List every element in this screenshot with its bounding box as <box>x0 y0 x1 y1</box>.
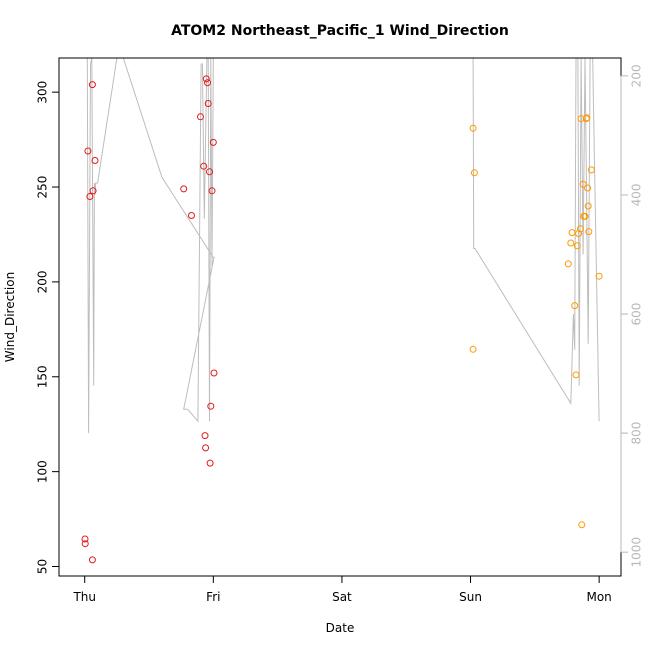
data-point-orange-15 <box>581 212 589 220</box>
data-point-red-14 <box>202 75 210 83</box>
data-point-orange-10 <box>577 225 584 233</box>
data-point-red-20 <box>208 187 216 195</box>
data-point-red-4 <box>88 556 96 564</box>
data-point-red-21 <box>209 138 217 146</box>
data-point-orange-8 <box>573 242 581 250</box>
data-point-orange-3 <box>564 260 572 268</box>
data-point-orange-18 <box>584 184 592 192</box>
data-point-orange-22 <box>595 272 603 280</box>
right-axis: 200 400 600 800 1000 <box>620 64 644 568</box>
data-point-red-0 <box>81 535 89 543</box>
x-tick-label-4: Mon <box>586 590 611 604</box>
data-point-orange-4 <box>567 239 575 247</box>
data-point-red-19 <box>207 402 215 410</box>
y-axis-label: Wind_Direction <box>3 272 17 362</box>
data-point-red-5 <box>88 81 96 89</box>
x-axis-label: Date <box>326 621 355 635</box>
x-axis: Thu Fri Sat Sun Mon <box>72 575 612 604</box>
data-point-red-15 <box>204 79 211 87</box>
y-tick-label-5: 300 <box>36 81 50 104</box>
data-point-red-9 <box>188 212 195 219</box>
data-point-orange-1 <box>470 169 478 177</box>
chart-title: ATOM2 Northeast_Pacific_1 Wind_Direction <box>171 23 509 39</box>
y-tick-label-0: 50 <box>36 559 50 574</box>
x-tick-label-3: Sun <box>459 590 482 604</box>
data-point-red-12 <box>201 432 209 440</box>
right-tick-label-3: 800 <box>630 422 644 445</box>
right-tick-label-2: 600 <box>630 303 644 326</box>
plot-area <box>81 58 603 564</box>
data-point-orange-19 <box>584 202 592 210</box>
data-point-red-10 <box>197 113 204 121</box>
data-point-red-2 <box>84 147 92 155</box>
data-point-red-1 <box>81 540 89 548</box>
y-axis: 50 100 150 200 250 300 <box>36 81 60 574</box>
track-line <box>84 58 600 434</box>
y-tick-label-1: 100 <box>36 460 50 483</box>
data-point-red-11 <box>200 162 208 170</box>
data-point-orange-5 <box>568 229 576 237</box>
data-point-red-8 <box>180 185 188 193</box>
data-point-orange-20 <box>585 228 593 236</box>
right-tick-label-0: 200 <box>630 64 644 87</box>
data-point-orange-17 <box>583 114 591 122</box>
x-tick-label-1: Fri <box>206 590 220 604</box>
x-tick-label-2: Sat <box>332 590 352 604</box>
data-point-orange-9 <box>575 230 583 237</box>
data-point-red-7 <box>91 157 99 164</box>
data-point-red-16 <box>204 100 212 107</box>
data-point-red-6 <box>89 187 97 195</box>
data-point-orange-0 <box>469 124 477 132</box>
y-tick-label-2: 150 <box>36 365 50 388</box>
data-point-red-17 <box>206 168 213 176</box>
data-point-red-13 <box>202 444 210 452</box>
data-point-orange-6 <box>571 302 579 310</box>
data-point-red-22 <box>210 369 218 377</box>
data-point-orange-2 <box>469 345 477 353</box>
y-tick-label-3: 200 <box>36 270 50 293</box>
right-tick-label-1: 400 <box>630 183 644 206</box>
data-point-orange-7 <box>572 371 580 379</box>
data-point-orange-12 <box>578 521 586 529</box>
data-point-red-3 <box>86 193 94 200</box>
data-point-red-18 <box>206 459 214 467</box>
data-point-orange-21 <box>587 166 595 174</box>
x-tick-label-0: Thu <box>72 590 96 604</box>
right-tick-label-4: 1000 <box>630 537 644 568</box>
data-point-orange-13 <box>579 180 587 188</box>
y-tick-label-4: 250 <box>36 176 50 199</box>
